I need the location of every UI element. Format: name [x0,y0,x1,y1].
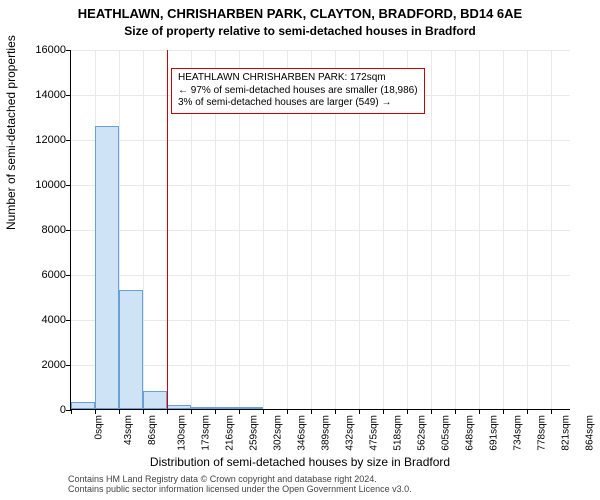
xtick-mark [527,409,528,414]
ytick-label: 2000 [16,359,66,371]
xtick-label: 778sqm [537,415,548,451]
xtick-label: 302sqm [272,415,283,451]
gridline-v [527,50,528,409]
gridline-h [71,230,570,231]
xtick-label: 605sqm [441,415,452,451]
xtick-label: 562sqm [417,415,428,451]
xtick-mark [551,409,552,414]
ytick-mark [66,230,71,231]
y-axis-label: Number of semi-detached properties [4,35,18,230]
gridline-v [551,50,552,409]
histogram-bar [215,407,239,409]
histogram-bar [191,407,215,409]
marker-line [167,50,168,409]
xtick-label: 389sqm [321,415,332,451]
ytick-label: 8000 [16,224,66,236]
xtick-label: 432sqm [345,415,356,451]
gridline-h [71,365,570,366]
xtick-mark [383,409,384,414]
gridline-h [71,140,570,141]
xtick-label: 0sqm [93,415,104,439]
ytick-mark [66,95,71,96]
xtick-mark [215,409,216,414]
gridline-v [479,50,480,409]
xtick-label: 259sqm [248,415,259,451]
gridline-v [143,50,144,409]
xtick-label: 864sqm [585,415,596,451]
annotation-box: HEATHLAWN CHRISHARBEN PARK: 172sqm← 97% … [171,68,425,114]
xtick-mark [191,409,192,414]
ytick-label: 10000 [16,179,66,191]
xtick-label: 734sqm [512,415,523,451]
ytick-label: 16000 [16,44,66,56]
gridline-v [503,50,504,409]
histogram-bar [167,405,191,410]
xtick-label: 518sqm [392,415,403,451]
gridline-h [71,320,570,321]
xtick-label: 173sqm [201,415,212,451]
xtick-mark [455,409,456,414]
gridline-h [71,275,570,276]
ytick-label: 12000 [16,134,66,146]
xtick-label: 475sqm [368,415,379,451]
histogram-bar [119,290,143,409]
xtick-mark [407,409,408,414]
xtick-label: 216sqm [225,415,236,451]
gridline-h [71,185,570,186]
gridline-h [71,50,570,51]
annotation-line: ← 97% of semi-detached houses are smalle… [178,85,418,98]
xtick-mark [263,409,264,414]
xtick-label: 346sqm [297,415,308,451]
xtick-mark [95,409,96,414]
xtick-mark [239,409,240,414]
ytick-mark [66,140,71,141]
histogram-bar [95,126,119,410]
gridline-v [431,50,432,409]
xtick-mark [503,409,504,414]
histogram-bar [239,407,263,409]
ytick-mark [66,365,71,366]
chart-title-line1: HEATHLAWN, CHRISHARBEN PARK, CLAYTON, BR… [0,6,600,21]
gridline-v [455,50,456,409]
ytick-label: 0 [16,404,66,416]
xtick-mark [119,409,120,414]
chart-title-line2: Size of property relative to semi-detach… [0,24,600,38]
xtick-label: 821sqm [561,415,572,451]
xtick-mark [71,409,72,414]
ytick-label: 14000 [16,89,66,101]
xtick-label: 691sqm [488,415,499,451]
xtick-mark [359,409,360,414]
xtick-mark [335,409,336,414]
xtick-mark [311,409,312,414]
ytick-mark [66,320,71,321]
histogram-bar [71,402,95,409]
annotation-line: 3% of semi-detached houses are larger (5… [178,97,418,110]
ytick-mark [66,50,71,51]
caption-line2: Contains public sector information licen… [68,484,412,494]
chart-caption: Contains HM Land Registry data © Crown c… [68,474,590,495]
annotation-line: HEATHLAWN CHRISHARBEN PARK: 172sqm [178,72,418,85]
ytick-mark [66,185,71,186]
ytick-mark [66,275,71,276]
xtick-label: 43sqm [123,415,134,445]
xtick-mark [143,409,144,414]
xtick-label: 86sqm [147,415,158,445]
xtick-mark [479,409,480,414]
histogram-plot: 0sqm43sqm86sqm130sqm173sqm216sqm259sqm30… [70,50,570,410]
xtick-mark [167,409,168,414]
xtick-label: 130sqm [177,415,188,451]
ytick-label: 6000 [16,269,66,281]
caption-line1: Contains HM Land Registry data © Crown c… [68,474,377,484]
xtick-mark [431,409,432,414]
ytick-label: 4000 [16,314,66,326]
x-axis-label: Distribution of semi-detached houses by … [0,455,600,469]
histogram-bar [143,391,167,409]
xtick-label: 648sqm [465,415,476,451]
xtick-mark [287,409,288,414]
